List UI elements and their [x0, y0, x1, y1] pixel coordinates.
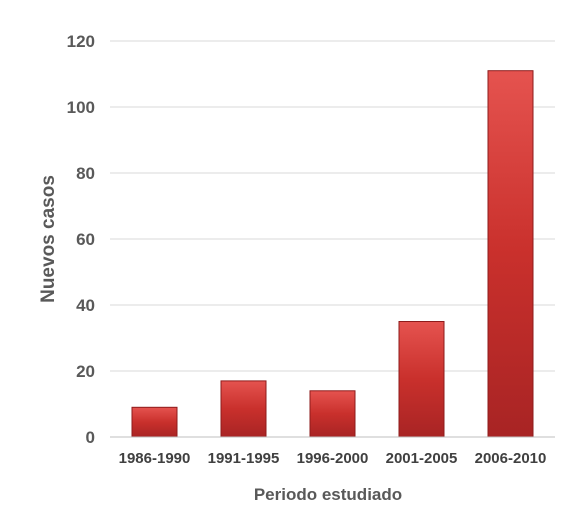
bar-1986-1990: [131, 406, 178, 438]
gridlines: [110, 40, 555, 372]
bar-1996-2000: [309, 390, 356, 438]
y-tick-label: 20: [76, 362, 95, 381]
bar-1991-1995: [220, 380, 267, 438]
bars: [131, 70, 534, 438]
x-tick-label: 2006-2010: [475, 450, 547, 467]
x-tick-label: 2001-2005: [386, 450, 458, 467]
y-axis-title: Nuevos casos: [38, 175, 59, 303]
y-tick-label: 100: [67, 98, 95, 117]
x-tick-label: 1991-1995: [208, 450, 280, 467]
y-tick-label: 120: [67, 32, 95, 51]
y-tick-label: 0: [86, 428, 95, 447]
y-tick-labels: 0 20 40 60 80 100 120: [67, 32, 95, 447]
y-tick-label: 40: [76, 296, 95, 315]
x-tick-label: 1996-2000: [297, 450, 369, 467]
bar-2001-2005: [398, 321, 445, 438]
bar-2006-2010: [487, 70, 534, 438]
x-tick-label: 1986-1990: [119, 450, 191, 467]
y-tick-label: 60: [76, 230, 95, 249]
x-tick-labels: 1986-1990 1991-1995 1996-2000 2001-2005 2006…: [119, 450, 547, 467]
y-tick-label: 80: [76, 164, 95, 183]
x-axis-title: Periodo estudiado: [254, 485, 402, 504]
